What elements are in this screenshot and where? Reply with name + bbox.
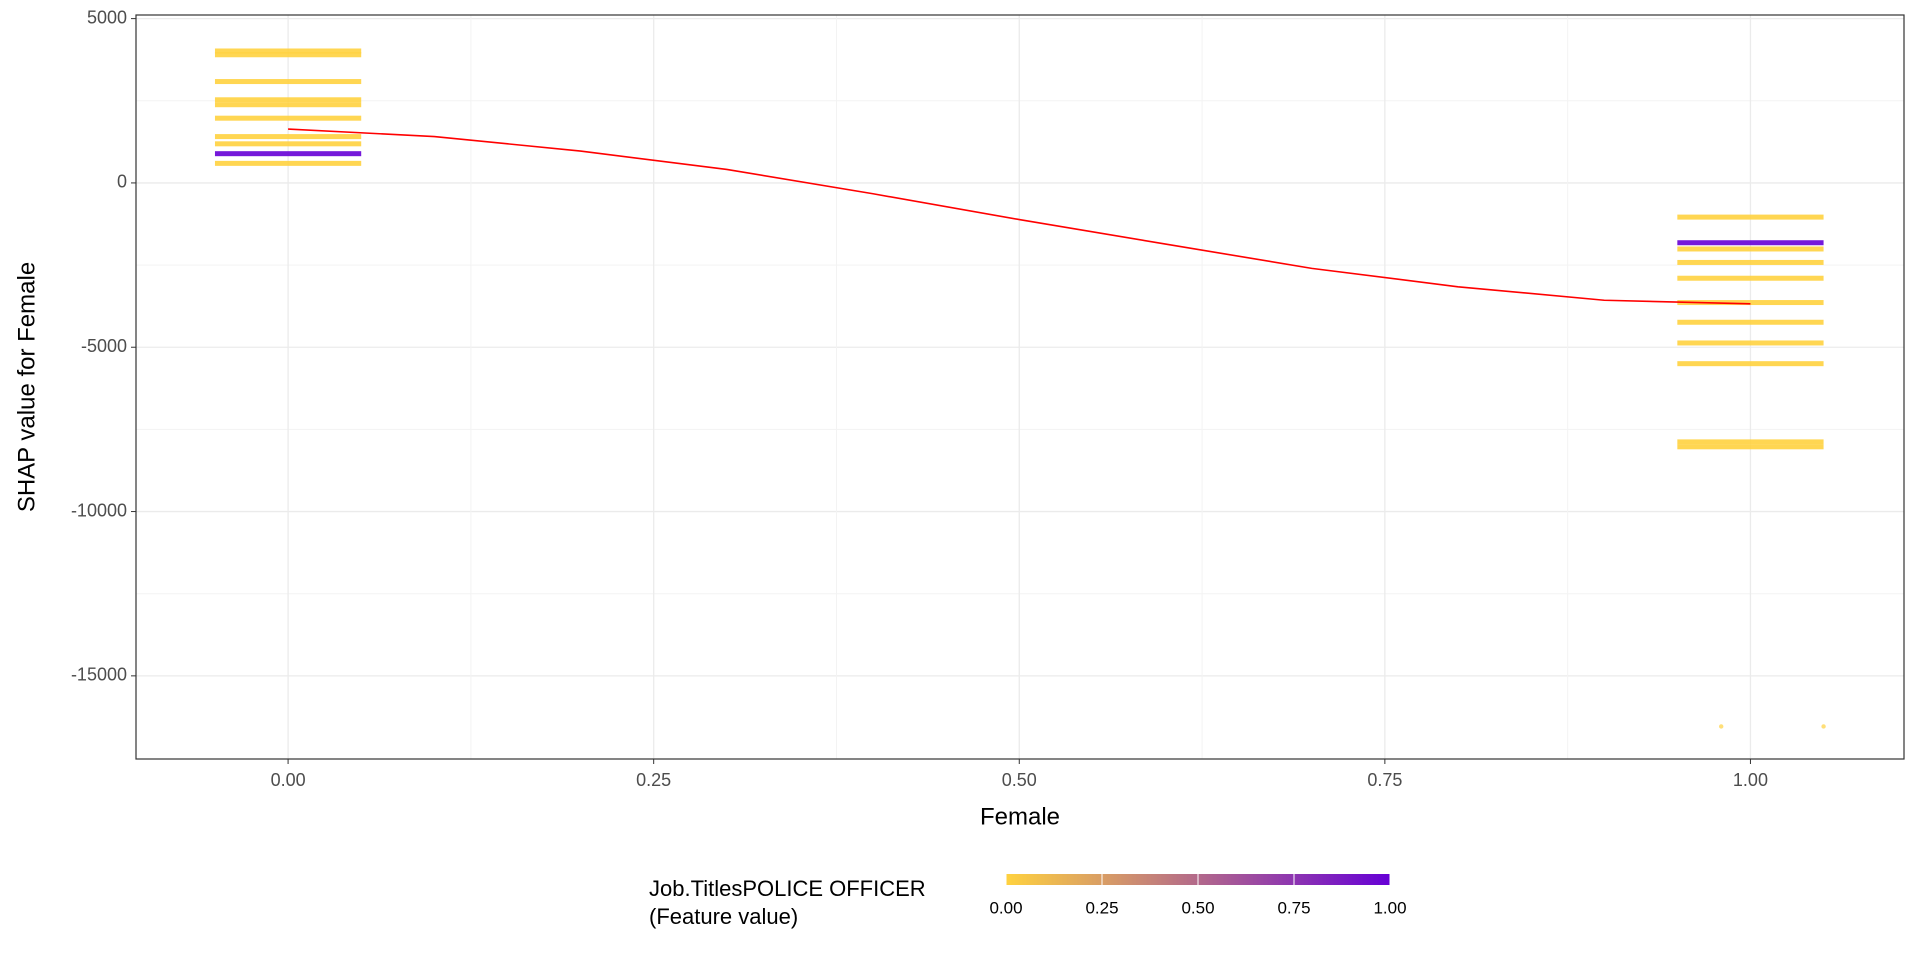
point-band bbox=[214, 115, 362, 121]
point-band bbox=[214, 48, 362, 54]
point-band bbox=[214, 79, 362, 85]
x-tick-label: 0.50 bbox=[1002, 770, 1037, 790]
x-tick-label: 0.75 bbox=[1367, 770, 1402, 790]
legend-tick-label: 0.50 bbox=[1181, 898, 1214, 917]
y-tick-label: -10000 bbox=[71, 500, 127, 520]
point-band bbox=[214, 151, 362, 157]
y-tick-label: -15000 bbox=[71, 665, 127, 685]
x-tick-label: 1.00 bbox=[1733, 770, 1768, 790]
point-band bbox=[214, 97, 362, 103]
smooth-line bbox=[288, 128, 1751, 305]
point-band bbox=[1677, 361, 1824, 367]
y-tick-label: -5000 bbox=[81, 336, 127, 356]
panel-border bbox=[135, 14, 1905, 760]
legend-tick-label: 0.25 bbox=[1085, 898, 1118, 917]
y-tick-label: 5000 bbox=[87, 7, 127, 27]
point-band bbox=[1677, 319, 1824, 325]
point-band bbox=[1677, 246, 1824, 252]
x-axis-title: Female bbox=[980, 803, 1060, 830]
point-band bbox=[214, 52, 362, 58]
point-band bbox=[214, 102, 362, 108]
point-band bbox=[1677, 340, 1824, 346]
point bbox=[1821, 724, 1826, 729]
y-tick-label: 0 bbox=[117, 172, 127, 192]
point-band bbox=[1677, 300, 1824, 306]
point bbox=[1719, 724, 1724, 729]
legend-tick-label: 0.75 bbox=[1277, 898, 1310, 917]
point-band bbox=[214, 134, 362, 140]
point-band bbox=[1677, 439, 1824, 445]
x-tick-label: 0.25 bbox=[636, 770, 671, 790]
legend-title: Job.TitlesPOLICE OFFICER bbox=[649, 876, 926, 901]
point-band bbox=[214, 160, 362, 166]
point-band bbox=[1677, 259, 1824, 265]
legend-tick-label: 1.00 bbox=[1373, 898, 1406, 917]
point-band bbox=[1677, 214, 1824, 220]
point-band bbox=[1677, 240, 1824, 246]
x-tick-label: 0.00 bbox=[271, 770, 306, 790]
point-band bbox=[1677, 275, 1824, 281]
point-band bbox=[214, 141, 362, 147]
legend-title: (Feature value) bbox=[649, 904, 798, 929]
point-band bbox=[1677, 444, 1824, 450]
y-axis-title: SHAP value for Female bbox=[13, 262, 40, 512]
legend-tick-label: 0.00 bbox=[989, 898, 1022, 917]
